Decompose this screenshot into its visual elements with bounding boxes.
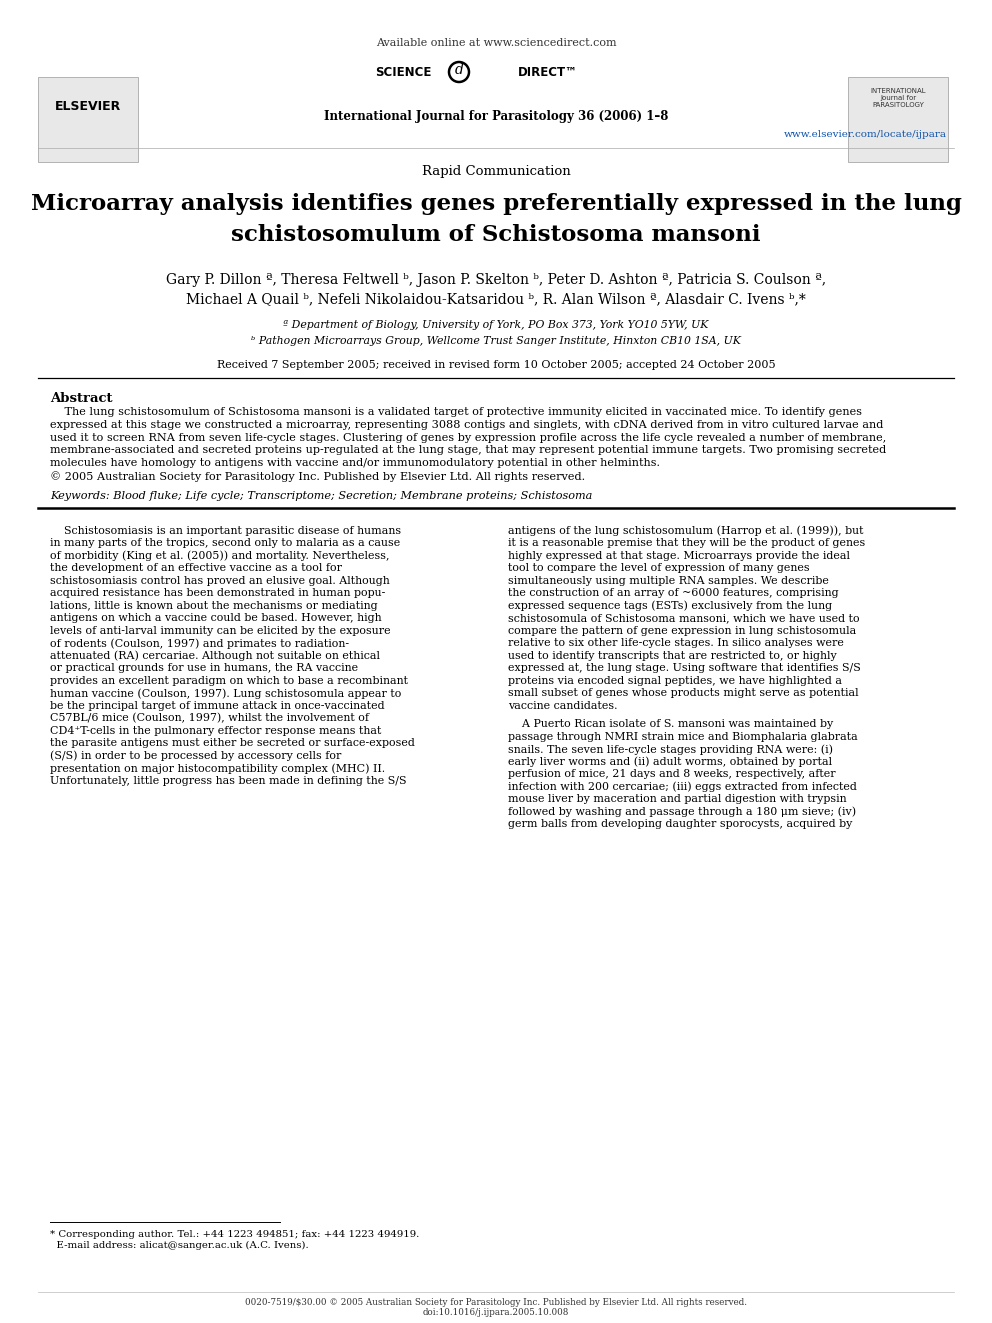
Text: it is a reasonable premise that they will be the product of genes: it is a reasonable premise that they wil… — [508, 538, 865, 548]
Text: International Journal for Parasitology 36 (2006) 1–8: International Journal for Parasitology 3… — [323, 110, 669, 123]
Text: germ balls from developing daughter sporocysts, acquired by: germ balls from developing daughter spor… — [508, 819, 852, 830]
Text: Schistosomiasis is an important parasitic disease of humans: Schistosomiasis is an important parasiti… — [50, 525, 401, 536]
Text: d: d — [454, 64, 463, 77]
Text: molecules have homology to antigens with vaccine and/or immunomodulatory potenti: molecules have homology to antigens with… — [50, 458, 660, 468]
Text: used it to screen RNA from seven life-cycle stages. Clustering of genes by expre: used it to screen RNA from seven life-cy… — [50, 433, 886, 443]
Text: A Puerto Rican isolate of S. mansoni was maintained by: A Puerto Rican isolate of S. mansoni was… — [508, 720, 833, 729]
Text: tool to compare the level of expression of many genes: tool to compare the level of expression … — [508, 564, 809, 573]
FancyBboxPatch shape — [38, 77, 138, 161]
Text: infection with 200 cercariae; (iii) eggs extracted from infected: infection with 200 cercariae; (iii) eggs… — [508, 782, 857, 792]
Text: presentation on major histocompatibility complex (MHC) II.: presentation on major histocompatibility… — [50, 763, 385, 774]
Text: snails. The seven life-cycle stages providing RNA were: (i): snails. The seven life-cycle stages prov… — [508, 745, 833, 755]
Text: expressed sequence tags (ESTs) exclusively from the lung: expressed sequence tags (ESTs) exclusive… — [508, 601, 832, 611]
Text: schistosomiasis control has proved an elusive goal. Although: schistosomiasis control has proved an el… — [50, 576, 390, 586]
Text: levels of anti-larval immunity can be elicited by the exposure: levels of anti-larval immunity can be el… — [50, 626, 391, 636]
Text: highly expressed at that stage. Microarrays provide the ideal: highly expressed at that stage. Microarr… — [508, 550, 850, 561]
Text: © 2005 Australian Society for Parasitology Inc. Published by Elsevier Ltd. All r: © 2005 Australian Society for Parasitolo… — [50, 471, 585, 482]
Text: antigens of the lung schistosomulum (Harrop et al. (1999)), but: antigens of the lung schistosomulum (Har… — [508, 525, 863, 536]
Text: be the principal target of immune attack in once-vaccinated: be the principal target of immune attack… — [50, 701, 385, 710]
Text: provides an excellent paradigm on which to base a recombinant: provides an excellent paradigm on which … — [50, 676, 408, 685]
Text: CD4⁺T-cells in the pulmonary effector response means that: CD4⁺T-cells in the pulmonary effector re… — [50, 726, 381, 736]
Text: Abstract: Abstract — [50, 392, 112, 405]
Text: proteins via encoded signal peptides, we have highlighted a: proteins via encoded signal peptides, we… — [508, 676, 842, 685]
Text: mouse liver by maceration and partial digestion with trypsin: mouse liver by maceration and partial di… — [508, 794, 846, 804]
Text: the development of an effective vaccine as a tool for: the development of an effective vaccine … — [50, 564, 342, 573]
Text: passage through NMRI strain mice and Biomphalaria glabrata: passage through NMRI strain mice and Bio… — [508, 732, 858, 742]
Text: antigens on which a vaccine could be based. However, high: antigens on which a vaccine could be bas… — [50, 614, 382, 623]
Text: expressed at, the lung stage. Using software that identifies S/S: expressed at, the lung stage. Using soft… — [508, 663, 861, 673]
Text: www.elsevier.com/locate/ijpara: www.elsevier.com/locate/ijpara — [784, 130, 946, 139]
Text: expressed at this stage we constructed a microarray, representing 3088 contigs a: expressed at this stage we constructed a… — [50, 419, 883, 430]
Text: small subset of genes whose products might serve as potential: small subset of genes whose products mig… — [508, 688, 859, 699]
Text: C57BL/6 mice (Coulson, 1997), whilst the involvement of: C57BL/6 mice (Coulson, 1997), whilst the… — [50, 713, 369, 724]
Text: followed by washing and passage through a 180 μm sieve; (iv): followed by washing and passage through … — [508, 807, 856, 818]
Text: relative to six other life-cycle stages. In silico analyses were: relative to six other life-cycle stages.… — [508, 638, 844, 648]
Text: or practical grounds for use in humans, the RA vaccine: or practical grounds for use in humans, … — [50, 663, 358, 673]
Text: of rodents (Coulson, 1997) and primates to radiation-: of rodents (Coulson, 1997) and primates … — [50, 638, 349, 648]
Text: ª Department of Biology, University of York, PO Box 373, York YO10 5YW, UK: ª Department of Biology, University of Y… — [284, 320, 708, 329]
Text: The lung schistosomulum of Schistosoma mansoni is a validated target of protecti: The lung schistosomulum of Schistosoma m… — [50, 407, 862, 417]
Text: * Corresponding author. Tel.: +44 1223 494851; fax: +44 1223 494919.: * Corresponding author. Tel.: +44 1223 4… — [50, 1230, 420, 1240]
Text: lations, little is known about the mechanisms or mediating: lations, little is known about the mecha… — [50, 601, 378, 611]
Text: Gary P. Dillon ª, Theresa Feltwell ᵇ, Jason P. Skelton ᵇ, Peter D. Ashton ª, Pat: Gary P. Dillon ª, Theresa Feltwell ᵇ, Ja… — [166, 273, 826, 287]
Text: ELSEVIER: ELSEVIER — [55, 101, 121, 112]
Text: (S/S) in order to be processed by accessory cells for: (S/S) in order to be processed by access… — [50, 750, 341, 761]
Text: used to identify transcripts that are restricted to, or highly: used to identify transcripts that are re… — [508, 651, 836, 660]
Text: SCIENCE: SCIENCE — [376, 66, 432, 78]
Text: membrane-associated and secreted proteins up-regulated at the lung stage, that m: membrane-associated and secreted protein… — [50, 446, 886, 455]
Text: 0020-7519/$30.00 © 2005 Australian Society for Parasitology Inc. Published by El: 0020-7519/$30.00 © 2005 Australian Socie… — [245, 1298, 747, 1307]
Text: schistosomulum of Schistosoma mansoni: schistosomulum of Schistosoma mansoni — [231, 224, 761, 246]
Text: the parasite antigens must either be secreted or surface-exposed: the parasite antigens must either be sec… — [50, 738, 415, 749]
Text: ᵇ Pathogen Microarrays Group, Wellcome Trust Sanger Institute, Hinxton CB10 1SA,: ᵇ Pathogen Microarrays Group, Wellcome T… — [251, 336, 741, 347]
Text: Keywords: Blood fluke; Life cycle; Transcriptome; Secretion; Membrane proteins; : Keywords: Blood fluke; Life cycle; Trans… — [50, 491, 592, 501]
FancyBboxPatch shape — [848, 77, 948, 161]
Text: Received 7 September 2005; received in revised form 10 October 2005; accepted 24: Received 7 September 2005; received in r… — [216, 360, 776, 370]
Text: INTERNATIONAL
Journal for
PARASITOLOGY: INTERNATIONAL Journal for PARASITOLOGY — [870, 89, 926, 108]
Text: human vaccine (Coulson, 1997). Lung schistosomula appear to: human vaccine (Coulson, 1997). Lung schi… — [50, 688, 402, 699]
Text: E-mail address: alicat@sanger.ac.uk (A.C. Ivens).: E-mail address: alicat@sanger.ac.uk (A.C… — [50, 1241, 309, 1250]
Text: acquired resistance has been demonstrated in human popu-: acquired resistance has been demonstrate… — [50, 589, 385, 598]
Text: Microarray analysis identifies genes preferentially expressed in the lung: Microarray analysis identifies genes pre… — [31, 193, 961, 216]
Text: in many parts of the tropics, second only to malaria as a cause: in many parts of the tropics, second onl… — [50, 538, 400, 548]
Text: simultaneously using multiple RNA samples. We describe: simultaneously using multiple RNA sample… — [508, 576, 829, 586]
Text: schistosomula of Schistosoma mansoni, which we have used to: schistosomula of Schistosoma mansoni, wh… — [508, 614, 860, 623]
Text: compare the pattern of gene expression in lung schistosomula: compare the pattern of gene expression i… — [508, 626, 856, 636]
Text: the construction of an array of ~6000 features, comprising: the construction of an array of ~6000 fe… — [508, 589, 838, 598]
Text: early liver worms and (ii) adult worms, obtained by portal: early liver worms and (ii) adult worms, … — [508, 757, 832, 767]
Text: Michael A Quail ᵇ, Nefeli Nikolaidou-Katsaridou ᵇ, R. Alan Wilson ª, Alasdair C.: Michael A Quail ᵇ, Nefeli Nikolaidou-Kat… — [186, 292, 806, 306]
Text: Unfortunately, little progress has been made in defining the S/S: Unfortunately, little progress has been … — [50, 775, 407, 786]
Text: Rapid Communication: Rapid Communication — [422, 165, 570, 179]
Text: attenuated (RA) cercariae. Although not suitable on ethical: attenuated (RA) cercariae. Although not … — [50, 651, 380, 662]
Text: vaccine candidates.: vaccine candidates. — [508, 701, 617, 710]
Text: Available online at www.sciencedirect.com: Available online at www.sciencedirect.co… — [376, 38, 616, 48]
Text: of morbidity (King et al. (2005)) and mortality. Nevertheless,: of morbidity (King et al. (2005)) and mo… — [50, 550, 390, 561]
Text: DIRECT™: DIRECT™ — [518, 66, 578, 78]
Text: doi:10.1016/j.ijpara.2005.10.008: doi:10.1016/j.ijpara.2005.10.008 — [423, 1308, 569, 1316]
Text: perfusion of mice, 21 days and 8 weeks, respectively, after: perfusion of mice, 21 days and 8 weeks, … — [508, 769, 835, 779]
